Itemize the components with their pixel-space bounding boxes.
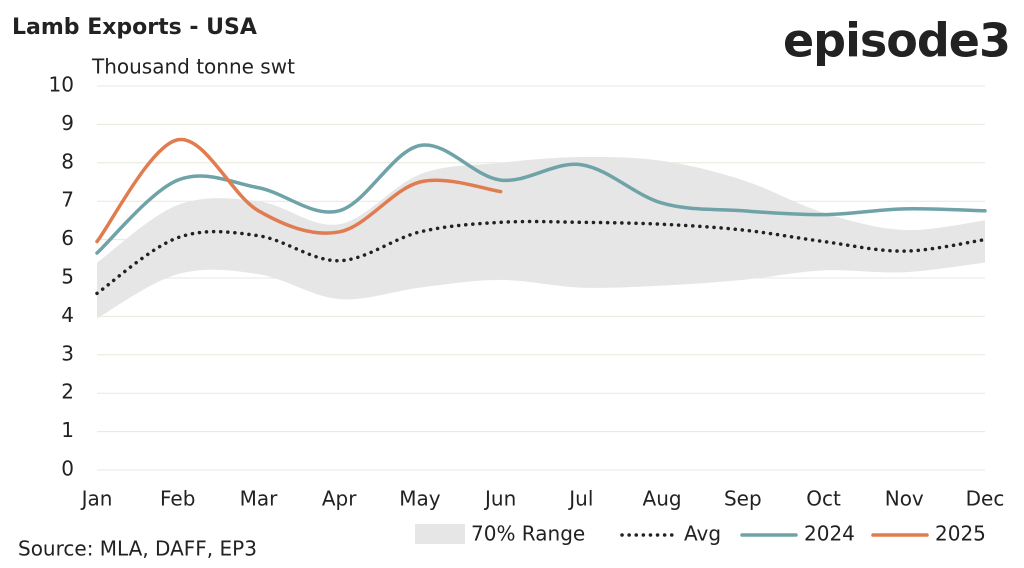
y-tick-label: 6	[61, 226, 74, 250]
y-tick-label: 5	[61, 265, 74, 289]
y-tick-label: 4	[61, 303, 74, 327]
y-tick-label: 0	[61, 457, 74, 481]
x-tick-label: May	[399, 487, 441, 511]
chart-title: Lamb Exports - USA	[12, 15, 257, 40]
range-band	[97, 156, 985, 319]
y-tick-label: 1	[61, 418, 74, 442]
x-tick-label: Mar	[240, 487, 279, 511]
source: Source: MLA, DAFF, EP3	[18, 537, 257, 561]
legend-swatch	[415, 524, 465, 544]
series-line	[95, 143, 987, 255]
y-tick-label: 8	[61, 149, 74, 173]
y-tick-label: 10	[49, 73, 74, 97]
x-tick-label: Feb	[160, 487, 195, 511]
legend-label: Avg	[684, 522, 721, 546]
y-tick-label: 7	[61, 188, 74, 212]
legend-label: 2025	[935, 522, 986, 546]
x-tick-label: Aug	[643, 487, 682, 511]
x-tick-label: Apr	[322, 487, 357, 511]
legend-label: 2024	[804, 522, 855, 546]
x-tick-label: Jul	[567, 487, 593, 511]
y-axis-label: Thousand tonne swt	[91, 55, 295, 79]
logo: episode3	[783, 14, 1010, 68]
x-tick-label: Jun	[483, 487, 516, 511]
y-tick-label: 3	[61, 341, 74, 365]
y-tick-label: 2	[61, 380, 74, 404]
x-tick-label: Oct	[806, 487, 841, 511]
legend-label: 70% Range	[471, 522, 585, 546]
x-tick-label: Nov	[885, 487, 924, 511]
x-tick-label: Jan	[80, 487, 113, 511]
series-line	[95, 137, 503, 244]
y-tick-label: 9	[61, 111, 74, 135]
x-tick-label: Sep	[724, 487, 762, 511]
x-tick-label: Dec	[966, 487, 1005, 511]
